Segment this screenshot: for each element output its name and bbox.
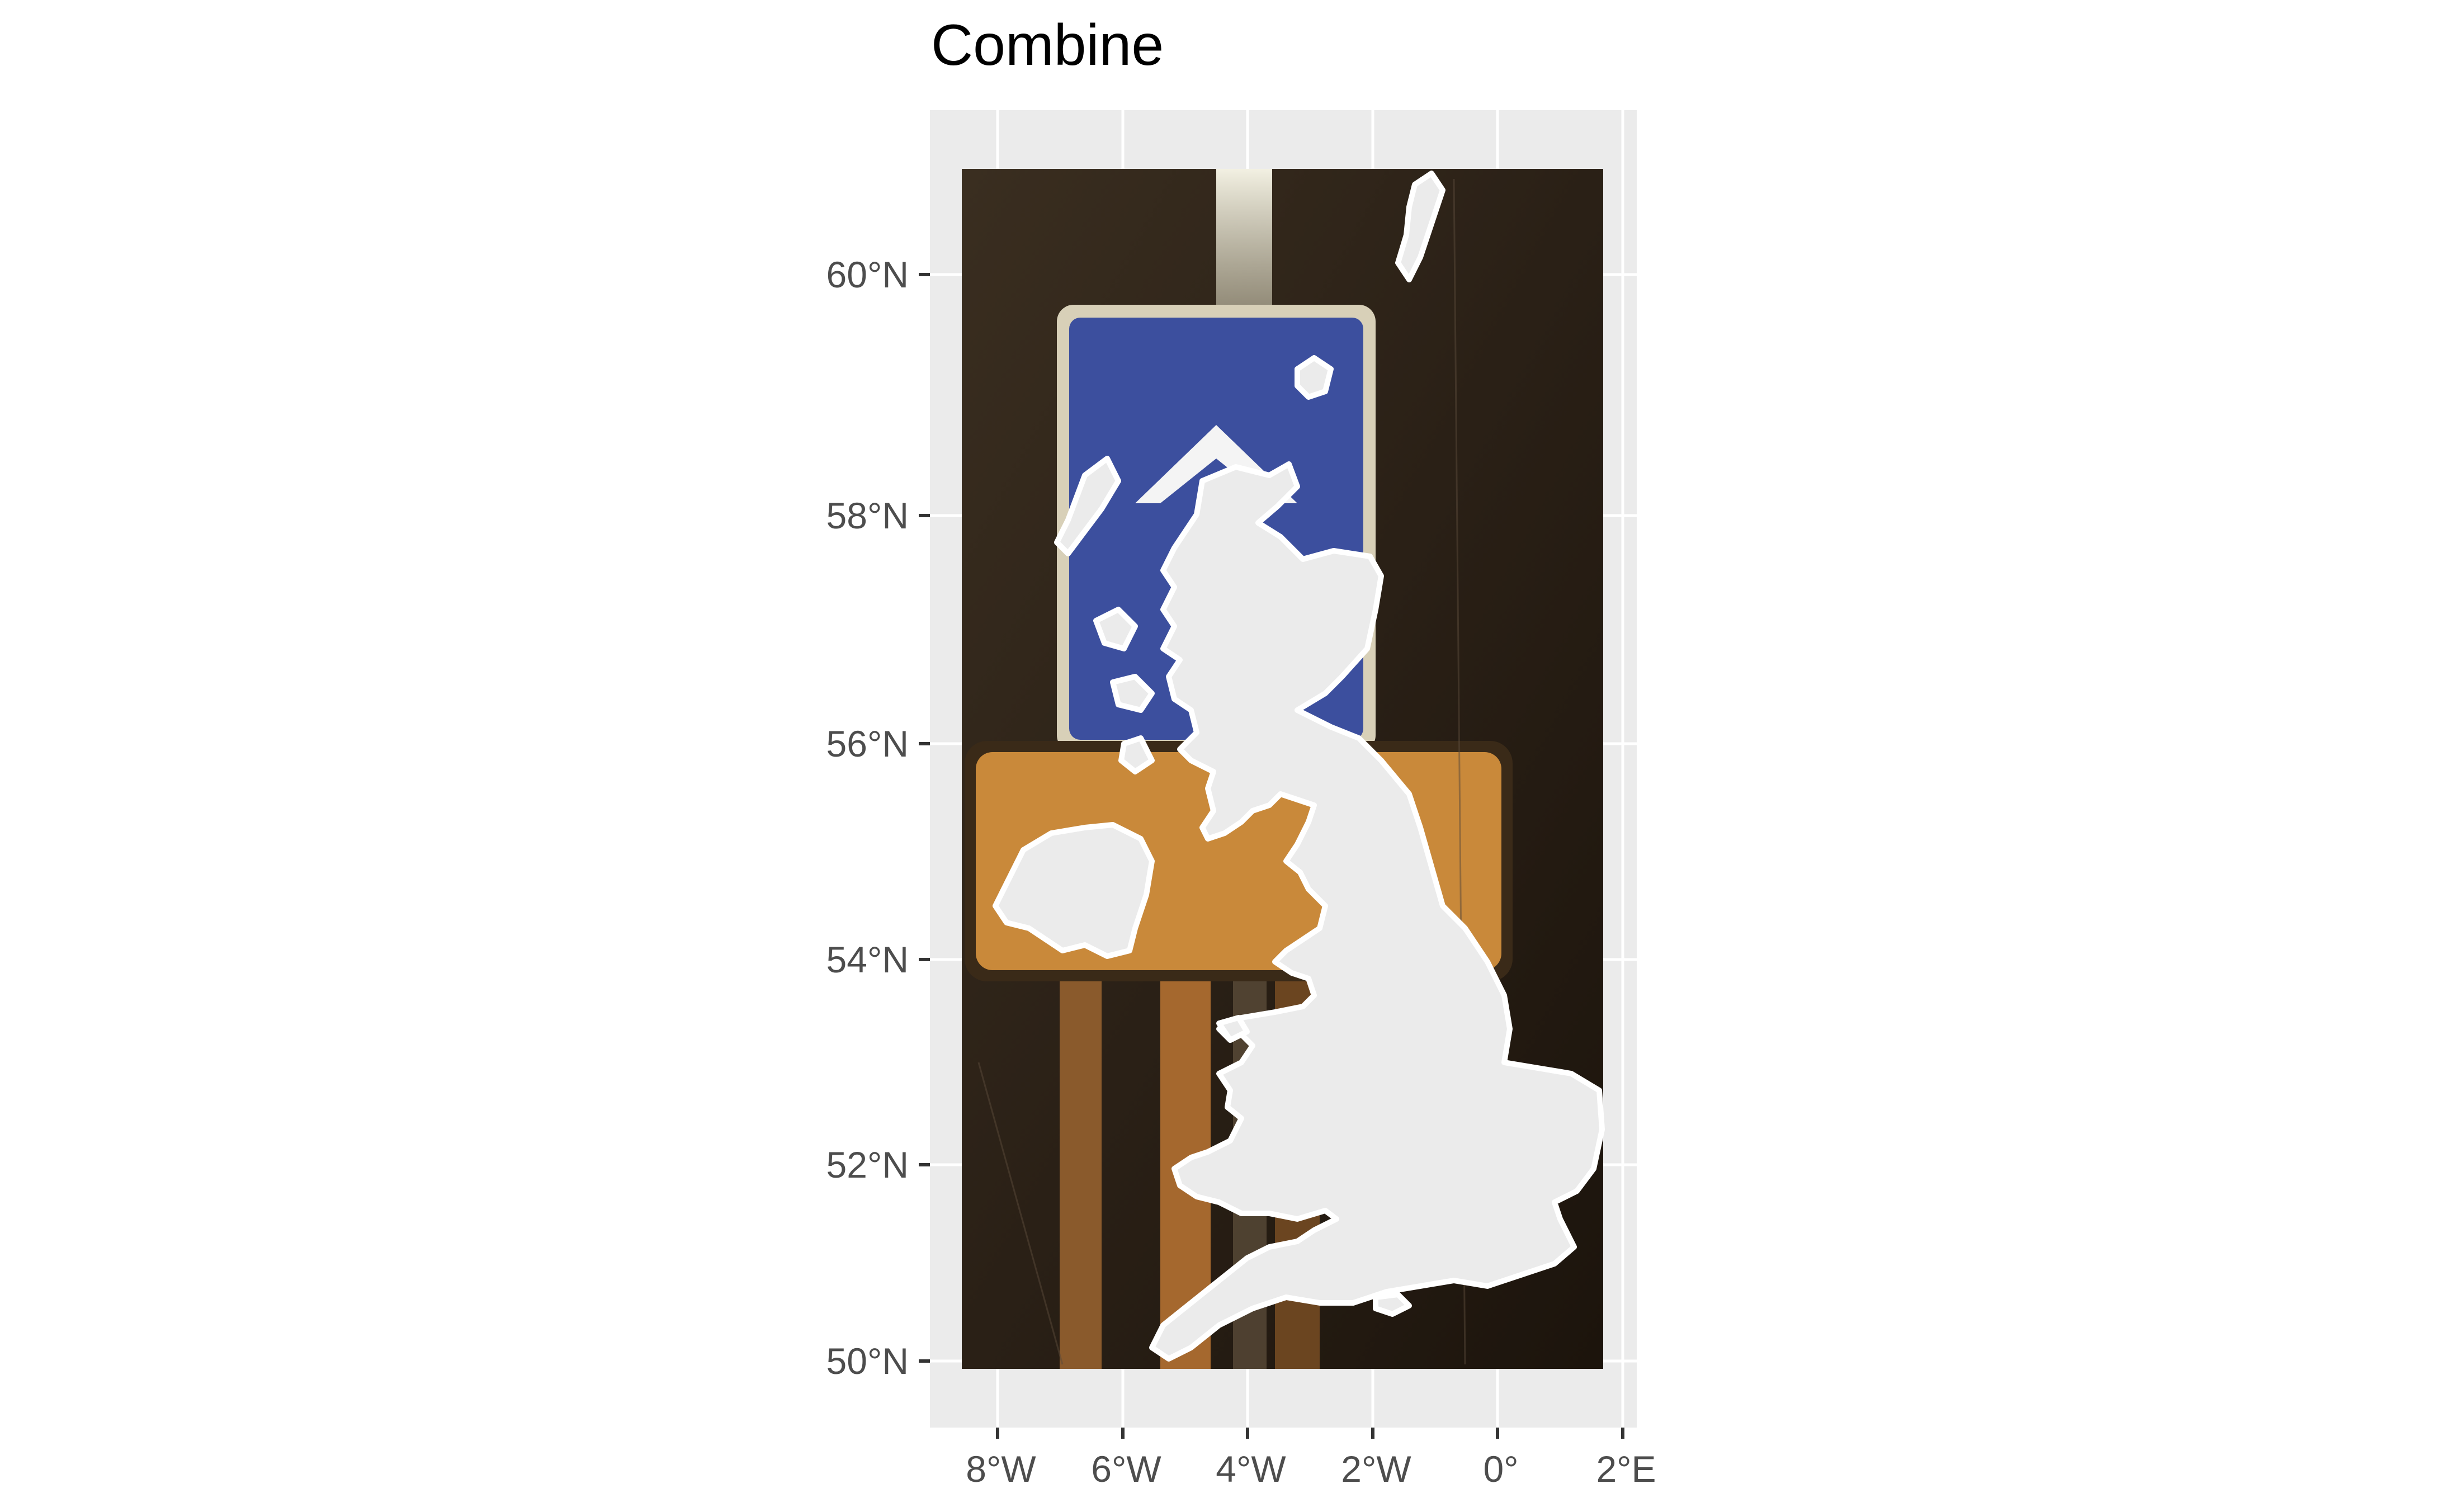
y-tick-label: 54°N bbox=[826, 939, 909, 980]
axis-ticks bbox=[919, 273, 1624, 1439]
northern-ireland-shape bbox=[993, 822, 1155, 959]
y-tick-label: 56°N bbox=[826, 723, 909, 764]
y-tick-label: 50°N bbox=[826, 1340, 909, 1382]
y-axis-labels: 60°N 58°N 56°N 54°N 52°N 50°N bbox=[826, 254, 909, 1382]
x-tick-label: 2°W bbox=[1341, 1448, 1411, 1490]
x-tick-label: 0° bbox=[1483, 1448, 1518, 1490]
x-tick-label: 8°W bbox=[966, 1448, 1036, 1490]
x-axis-labels: 8°W 6°W 4°W 2°W 0° 2°E bbox=[966, 1448, 1656, 1490]
isle-of-wight-shape bbox=[1373, 1292, 1412, 1317]
x-tick-label: 2°E bbox=[1596, 1448, 1656, 1490]
shetland-shape bbox=[1395, 171, 1445, 282]
x-tick-label: 4°W bbox=[1216, 1448, 1286, 1490]
y-tick-label: 60°N bbox=[826, 254, 909, 295]
mull-shape bbox=[1110, 674, 1155, 713]
skye-shape bbox=[1093, 607, 1138, 651]
uk-map bbox=[993, 171, 1605, 1362]
orkney-shape bbox=[1295, 355, 1334, 400]
outer-hebrides-shape bbox=[1054, 456, 1121, 556]
x-tick-label: 6°W bbox=[1091, 1448, 1161, 1490]
y-tick-label: 52°N bbox=[826, 1144, 909, 1185]
islay-shape bbox=[1118, 735, 1155, 774]
page-title: Combine bbox=[931, 13, 1164, 78]
great-britain-shape bbox=[1149, 461, 1605, 1362]
y-tick-label: 58°N bbox=[826, 495, 909, 536]
anglesey-shape bbox=[1216, 1015, 1250, 1043]
